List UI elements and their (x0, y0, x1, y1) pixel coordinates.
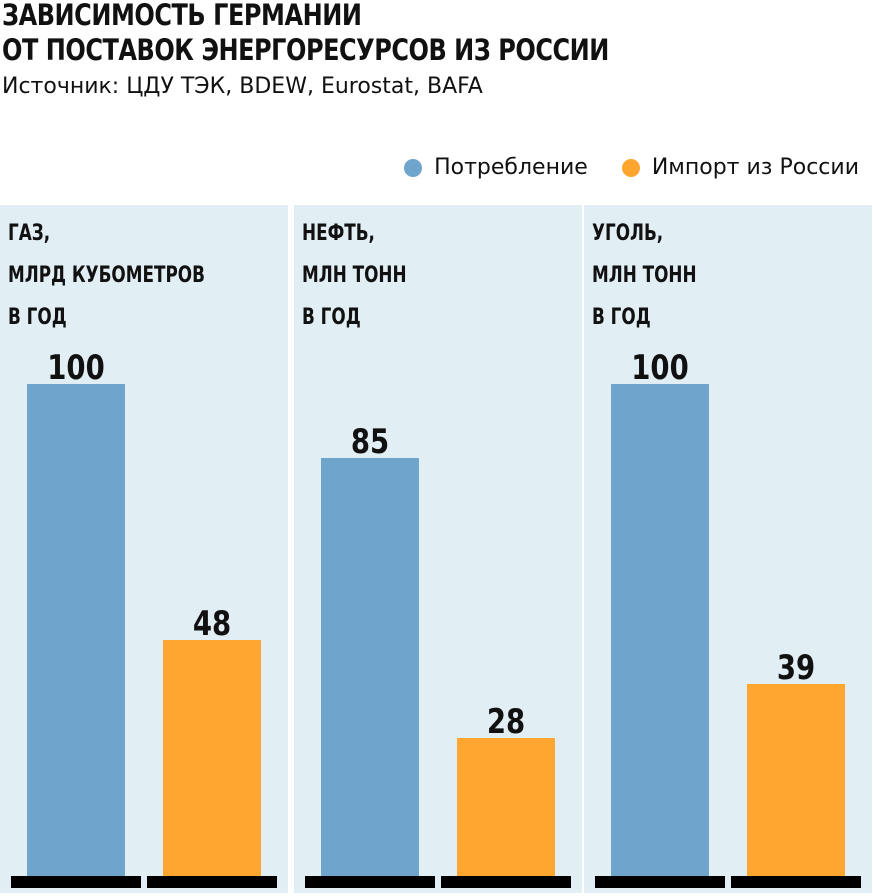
import-bar (457, 738, 555, 876)
baseline (441, 876, 571, 888)
panel-title: ГАЗ, МЛРД КУБОМЕТРОВ В ГОД (8, 221, 205, 330)
consumption-value-label: 100 (47, 348, 105, 388)
panel-2: УГОЛЬ, МЛН ТОНН В ГОД 100 39 (584, 205, 872, 893)
consumption-value-label: 100 (631, 348, 689, 388)
import-value-label: 48 (192, 603, 232, 644)
consumption-bar (321, 457, 419, 876)
legend-import: Импорт из России (621, 155, 859, 180)
legend-label: Импорт из России (651, 155, 859, 180)
panel-1: НЕФТЬ, МЛН ТОНН В ГОД 85 28 (294, 205, 582, 893)
legend: Потребление Импорт из России (404, 155, 859, 180)
panel-title: УГОЛЬ, МЛН ТОНН В ГОД (592, 221, 697, 330)
import-dot-icon (621, 158, 640, 177)
consumption-value-label: 85 (350, 421, 390, 462)
baseline (731, 876, 861, 888)
import-value-label: 39 (776, 648, 816, 689)
panel-title: НЕФТЬ, МЛН ТОНН В ГОД (302, 221, 407, 330)
consumption-bar (611, 384, 709, 876)
import-bar (747, 684, 845, 876)
baseline (147, 876, 277, 888)
baseline (11, 876, 141, 888)
baseline (595, 876, 725, 888)
legend-consumption: Потребление (404, 155, 588, 180)
import-bar (163, 639, 261, 876)
baseline (305, 876, 435, 888)
source: Источник: ЦДУ ТЭК, BDEW, Eurostat, BAFA (2, 74, 483, 99)
consumption-bar (27, 384, 125, 876)
legend-label: Потребление (434, 155, 588, 180)
import-value-label: 28 (486, 702, 526, 743)
panel-0: ГАЗ, МЛРД КУБОМЕТРОВ В ГОД 100 48 (0, 205, 288, 893)
title-line-1: ЗАВИСИМОСТЬ ГЕРМАНИИ (2, 0, 362, 32)
title-line-2: ОТ ПОСТАВОК ЭНЕРГОРЕСУРСОВ ИЗ РОССИИ (2, 33, 609, 67)
consumption-dot-icon (404, 158, 423, 177)
